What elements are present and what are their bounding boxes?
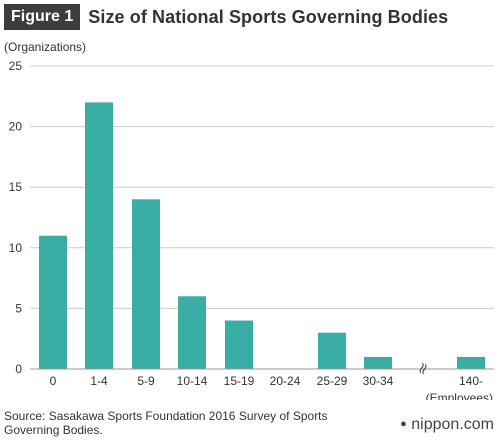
x-tick-label: 25-29 <box>317 374 348 388</box>
bar <box>225 320 253 369</box>
bar-chart: (Organizations) 0 5 10 15 20 25 0 1-4 5-9 10-14 15-… <box>4 40 494 400</box>
x-tick-label: 20-24 <box>270 374 301 388</box>
bar <box>318 332 346 369</box>
x-axis-label: (Employees) <box>426 391 493 400</box>
x-tick-label: 10-14 <box>177 374 208 388</box>
y-tick-label: 0 <box>15 362 22 376</box>
x-tick-label: 0 <box>50 374 57 388</box>
y-tick-label: 15 <box>9 180 23 194</box>
x-tick-label: 5-9 <box>137 374 155 388</box>
y-tick-label: 10 <box>9 241 23 255</box>
chart-title: Size of National Sports Governing Bodies <box>88 6 449 27</box>
bar <box>85 102 113 370</box>
brand-logo: ● nippon.com <box>400 416 494 433</box>
bar <box>178 296 206 369</box>
brand-name: nippon <box>411 416 460 433</box>
x-tick-label: 140- <box>459 374 483 388</box>
y-axis-label: (Organizations) <box>4 40 86 54</box>
y-tick-label: 20 <box>9 120 23 134</box>
y-tick-label: 5 <box>15 301 22 315</box>
bar <box>457 356 485 369</box>
brand-suffix: .com <box>459 416 494 433</box>
figure-header: Figure 1 Size of National Sports Governi… <box>4 4 448 30</box>
bar <box>364 356 392 369</box>
x-tick-label: 1-4 <box>90 374 108 388</box>
axis-break-mark: ≈ <box>411 359 433 378</box>
source-note: Source: Sasakawa Sports Foundation 2016 … <box>4 409 328 437</box>
figure-label: Figure 1 <box>4 4 81 30</box>
y-tick-label: 25 <box>9 59 23 73</box>
bar <box>39 235 67 369</box>
x-tick-label: 30-34 <box>363 374 394 388</box>
x-tick-label: 15-19 <box>224 374 255 388</box>
bar <box>132 199 160 369</box>
